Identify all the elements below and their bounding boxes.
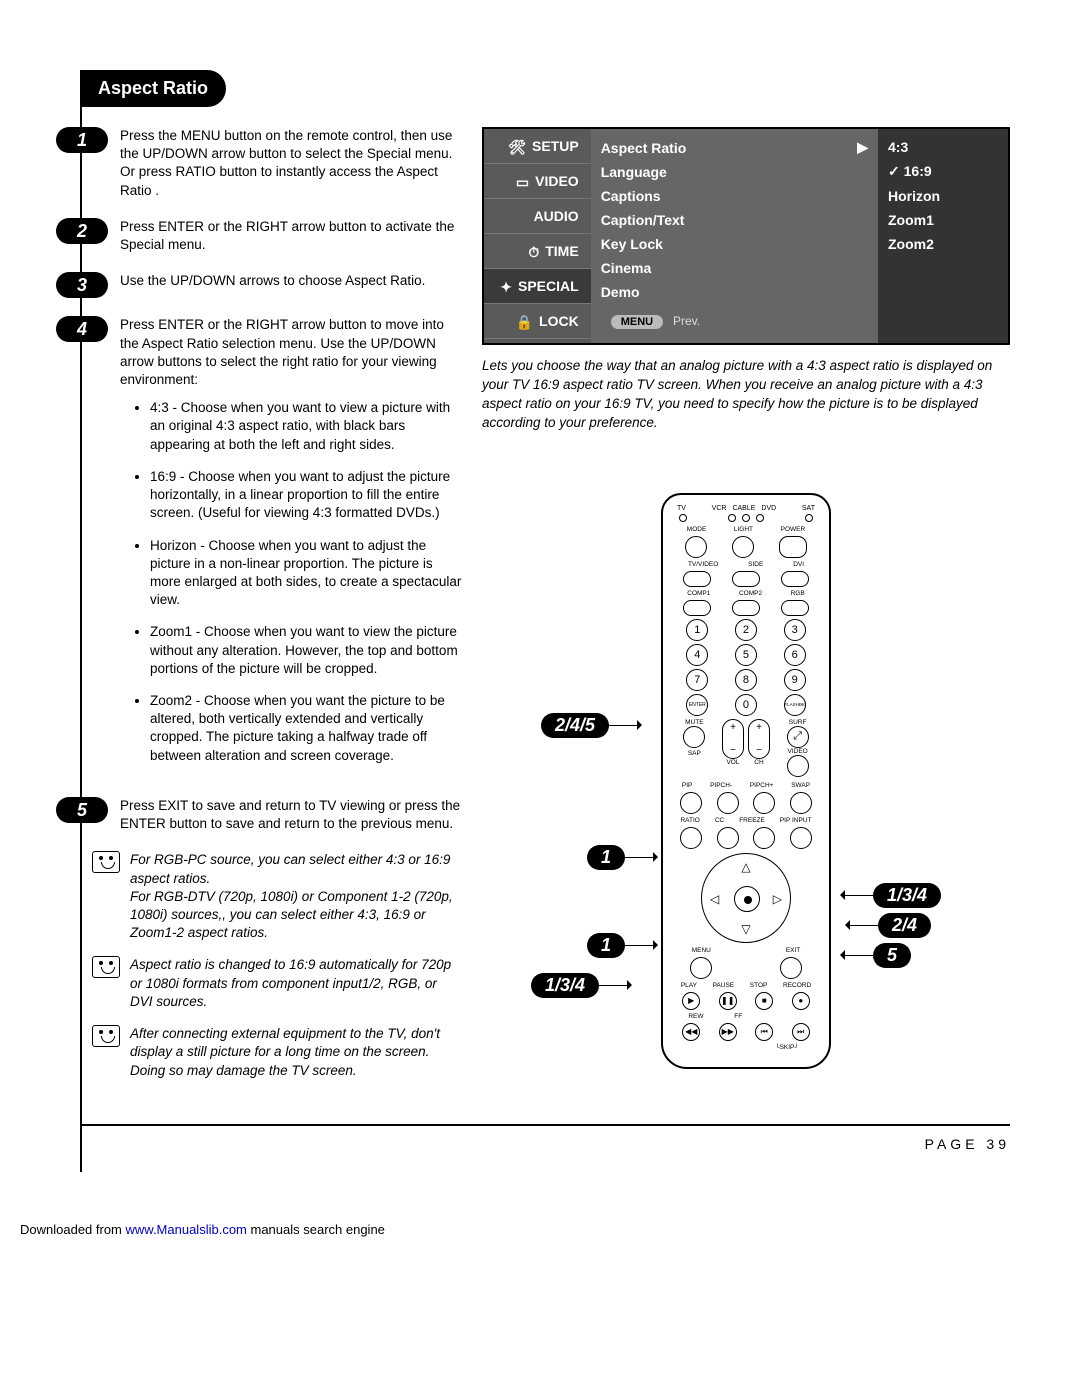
osd-item: Aspect Ratio▶ bbox=[601, 135, 868, 160]
step-badge: 3 bbox=[56, 272, 108, 298]
note-icon bbox=[92, 1025, 120, 1047]
osd-item: Caption/Text bbox=[601, 208, 868, 232]
note-icon bbox=[92, 851, 120, 873]
callout: 1 bbox=[587, 933, 625, 958]
osd-item: Language bbox=[601, 160, 868, 184]
step-badge: 5 bbox=[56, 797, 108, 823]
osd-item: Captions bbox=[601, 184, 868, 208]
remote-control: TV VCR CABLE DVD SAT MODELIGHTPOWER TV/V… bbox=[661, 493, 831, 1069]
osd-option: 4:3 bbox=[888, 135, 998, 159]
bullet: Zoom1 - Choose when you want to view the… bbox=[150, 623, 462, 678]
osd-option: Zoom1 bbox=[888, 208, 998, 232]
note-text: After connecting external equipment to t… bbox=[130, 1025, 462, 1080]
figure-caption: Lets you choose the way that an analog p… bbox=[482, 357, 1010, 433]
callout: 1/3/4 bbox=[873, 883, 941, 908]
osd-tab-setup: 🛠SETUP bbox=[484, 129, 591, 164]
bullet: Horizon - Choose when you want to adjust… bbox=[150, 537, 462, 610]
osd-tab-audio: AUDIO bbox=[484, 199, 591, 234]
osd-tab-video: ▭VIDEO bbox=[484, 164, 591, 199]
osd-option: Zoom2 bbox=[888, 232, 998, 256]
callout: 1/3/4 bbox=[531, 973, 599, 998]
osd-option: 16:9 bbox=[888, 159, 998, 184]
osd-tab-lock: 🔒LOCK bbox=[484, 304, 591, 339]
osd-item: Demo bbox=[601, 280, 868, 304]
callout: 2/4 bbox=[878, 913, 931, 938]
step-text: Press ENTER or the RIGHT arrow button to… bbox=[120, 316, 462, 779]
bullet: 16:9 - Choose when you want to adjust th… bbox=[150, 468, 462, 523]
bullet: 4:3 - Choose when you want to view a pic… bbox=[150, 399, 462, 454]
step-text: Press the MENU button on the remote cont… bbox=[120, 127, 462, 200]
osd-menu: 🛠SETUP ▭VIDEO AUDIO ⏱TIME ✦SPECIAL 🔒LOCK… bbox=[482, 127, 1010, 345]
osd-menu-button: MENU bbox=[611, 315, 663, 329]
step-text: Press ENTER or the RIGHT arrow button to… bbox=[120, 218, 462, 254]
download-footer: Downloaded from www.Manualslib.com manua… bbox=[0, 1192, 1080, 1257]
osd-tab-special: ✦SPECIAL bbox=[484, 269, 591, 304]
manual-page: Aspect Ratio 1 Press the MENU button on … bbox=[80, 70, 1040, 1172]
footer-link[interactable]: www.Manualslib.com bbox=[126, 1222, 247, 1237]
osd-option: Horizon bbox=[888, 184, 998, 208]
figures-column: 🛠SETUP ▭VIDEO AUDIO ⏱TIME ✦SPECIAL 🔒LOCK… bbox=[482, 127, 1010, 1094]
osd-tab-time: ⏱TIME bbox=[484, 234, 591, 269]
osd-item: Cinema bbox=[601, 256, 868, 280]
osd-item: Key Lock bbox=[601, 232, 868, 256]
note-text: Aspect ratio is changed to 16:9 automati… bbox=[130, 956, 462, 1011]
step-badge: 4 bbox=[56, 316, 108, 342]
page-number: PAGE 39 bbox=[82, 1124, 1010, 1152]
callout: 1 bbox=[587, 845, 625, 870]
section-title: Aspect Ratio bbox=[80, 70, 226, 107]
instructions-column: 1 Press the MENU button on the remote co… bbox=[82, 127, 462, 1094]
note-icon bbox=[92, 956, 120, 978]
step-text: Use the UP/DOWN arrows to choose Aspect … bbox=[120, 272, 425, 298]
remote-figure: TV VCR CABLE DVD SAT MODELIGHTPOWER TV/V… bbox=[591, 493, 901, 1069]
dpad: △▽ ◁▷ bbox=[701, 853, 791, 943]
osd-prev-label: Prev. bbox=[673, 314, 700, 328]
callout: 2/4/5 bbox=[541, 713, 609, 738]
bullet: Zoom2 - Choose when you want the picture… bbox=[150, 692, 462, 765]
step-badge: 2 bbox=[56, 218, 108, 244]
step-badge: 1 bbox=[56, 127, 108, 153]
step-text: Press EXIT to save and return to TV view… bbox=[120, 797, 462, 833]
callout: 5 bbox=[873, 943, 911, 968]
note-text: For RGB-PC source, you can select either… bbox=[130, 851, 462, 942]
